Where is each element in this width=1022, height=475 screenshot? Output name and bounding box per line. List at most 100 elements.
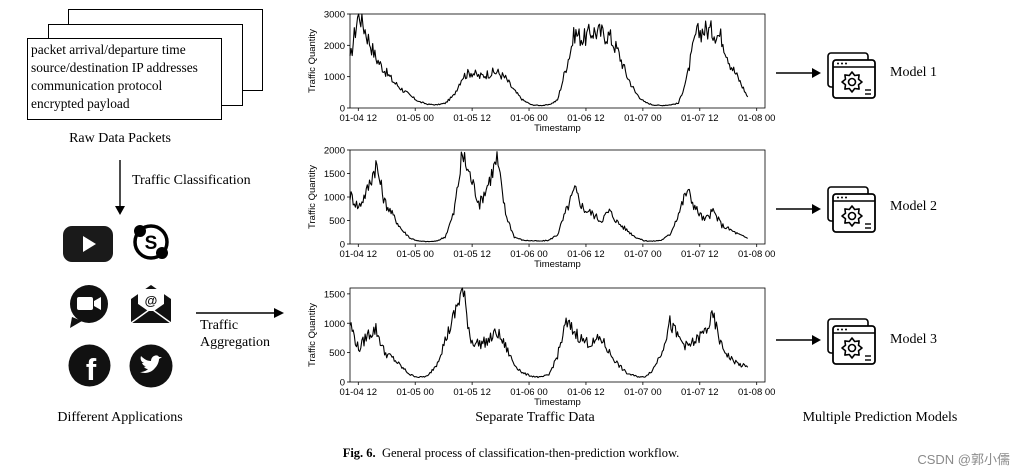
traffic-aggregation-label: Traffic Aggregation (200, 317, 270, 351)
window-dot (841, 196, 843, 199)
svg-text:@: @ (145, 293, 158, 308)
y-tick-label: 1000 (324, 193, 345, 204)
model-gear-window-icon (827, 52, 877, 105)
traffic-chart-3-svg: 0 500 1000 1500 01-04 12 01-05 00 01-05 12 01-0… (307, 287, 776, 408)
figure-caption-prefix: Fig. 6. (342, 446, 376, 460)
x-tick-label: 01-08 00 (738, 249, 776, 260)
traffic-chart-1-svg: 0 1000 2000 3000 01-04 12 01-05 00 01-05 12 01-… (307, 10, 776, 135)
model-arrow-1 (776, 68, 821, 78)
traffic-series-line (349, 151, 748, 243)
packet-field: source/destination IP addresses (31, 60, 198, 75)
y-tick-label: 1000 (324, 319, 345, 330)
gear-icon (841, 205, 863, 227)
x-tick-label: 01-07 00 (624, 387, 662, 398)
plot-frame (349, 287, 766, 383)
gear-hub (847, 211, 857, 221)
figure-caption-text: General process of classification-then-p… (381, 446, 680, 460)
traffic-classification-label: Traffic Classification (132, 173, 251, 188)
x-tick-label: 01-08 00 (738, 387, 776, 398)
traffic-series-line (349, 287, 749, 379)
x-tick-label: 01-06 12 (567, 387, 605, 398)
svg-text:f: f (86, 352, 97, 387)
y-tick-label: 2000 (324, 41, 345, 52)
x-axis-title: Timestamp (534, 123, 581, 134)
x-tick-label: 01-06 00 (510, 249, 548, 260)
packet-card-front (27, 38, 222, 120)
zoom-icon (70, 285, 108, 328)
packet-fields: packet arrival/departure time source/des… (31, 41, 221, 113)
x-tick-label: 01-07 12 (681, 249, 719, 260)
x-tick-label: 01-07 12 (681, 113, 719, 124)
traffic-chart-2-svg: 0 500 1000 1500 2000 01-04 12 01-05 00 01-05 12… (307, 146, 776, 271)
window-dot (837, 196, 839, 199)
window-dot (845, 328, 847, 331)
x-tick-label: 01-05 00 (396, 387, 434, 398)
traffic-aggregation-line1: Traffic (200, 318, 239, 333)
separate-traffic-data-label: Separate Traffic Data (475, 410, 595, 425)
x-tick-label: 01-04 12 (340, 249, 378, 260)
x-axis-title: Timestamp (534, 397, 581, 408)
x-tick-label: 01-05 12 (453, 113, 491, 124)
y-tick-label: 1000 (324, 72, 345, 83)
y-tick-label: 500 (329, 216, 345, 227)
different-applications-label: Different Applications (57, 410, 183, 425)
x-tick-label: 01-05 12 (453, 387, 491, 398)
y-tick-label: 1500 (324, 169, 345, 180)
y-tick-label: 500 (329, 348, 345, 359)
window-dot (841, 62, 843, 65)
window-dot (837, 62, 839, 65)
model-2-label: Model 2 (890, 199, 938, 214)
gear-window-svg (827, 186, 876, 233)
plot-frame (349, 13, 766, 109)
x-tick-label: 01-05 12 (453, 249, 491, 260)
skype-icon: S (133, 224, 169, 260)
multiple-prediction-models-label: Multiple Prediction Models (802, 410, 958, 425)
y-tick-label: 0 (340, 240, 345, 251)
x-tick-label: 01-07 12 (681, 387, 719, 398)
gear-hub (847, 77, 857, 87)
window-dot (845, 62, 847, 65)
traffic-chart-2: 0 500 1000 1500 2000 01-04 12 01-05 00 01-05 12… (300, 140, 776, 274)
x-tick-label: 01-08 00 (738, 113, 776, 124)
gear-icon (841, 71, 863, 93)
traffic-aggregation-line2: Aggregation (200, 335, 270, 350)
traffic-chart-3: 0 500 1000 1500 01-04 12 01-05 00 01-05 12 01-0… (300, 278, 776, 412)
x-tick-label: 01-06 00 (510, 387, 548, 398)
gear-icon (841, 337, 863, 359)
packet-field: packet arrival/departure time (31, 42, 186, 57)
classification-arrow (115, 160, 125, 215)
packet-field: encrypted payload (31, 96, 130, 111)
raw-data-packets-label: Raw Data Packets (69, 131, 171, 146)
traffic-series-line (349, 13, 749, 107)
x-axis-title: Timestamp (534, 259, 581, 270)
x-tick-label: 01-07 00 (624, 249, 662, 260)
figure-caption: Fig. 6. General process of classificatio… (0, 446, 1022, 461)
window-dot (841, 328, 843, 331)
model-1-label: Model 1 (890, 65, 938, 80)
packet-field: communication protocol (31, 78, 163, 93)
y-axis-title: Traffic Quantity (307, 303, 318, 367)
gear-window-svg (827, 318, 876, 365)
svg-text:S: S (145, 233, 158, 254)
y-tick-label: 1500 (324, 289, 345, 300)
aggregation-arrow (196, 308, 284, 318)
x-tick-label: 01-05 00 (396, 113, 434, 124)
x-tick-label: 01-07 00 (624, 113, 662, 124)
y-tick-label: 2000 (324, 146, 345, 157)
y-axis-title: Traffic Quantity (307, 165, 318, 229)
model-3-label: Model 3 (890, 332, 938, 347)
csdn-watermark: CSDN @郭小儒 (917, 452, 1010, 467)
x-tick-label: 01-05 00 (396, 249, 434, 260)
gear-window-svg (827, 52, 876, 99)
x-tick-label: 01-04 12 (340, 387, 378, 398)
y-tick-label: 3000 (324, 10, 345, 21)
x-tick-label: 01-06 12 (567, 113, 605, 124)
plot-frame (349, 149, 766, 245)
x-tick-label: 01-06 00 (510, 113, 548, 124)
model-arrow-3 (776, 335, 821, 345)
model-gear-window-icon (827, 318, 877, 371)
x-tick-label: 01-06 12 (567, 249, 605, 260)
facebook-icon: f (68, 344, 111, 387)
twitter-icon (129, 344, 173, 388)
email-icon: @ (130, 285, 172, 324)
